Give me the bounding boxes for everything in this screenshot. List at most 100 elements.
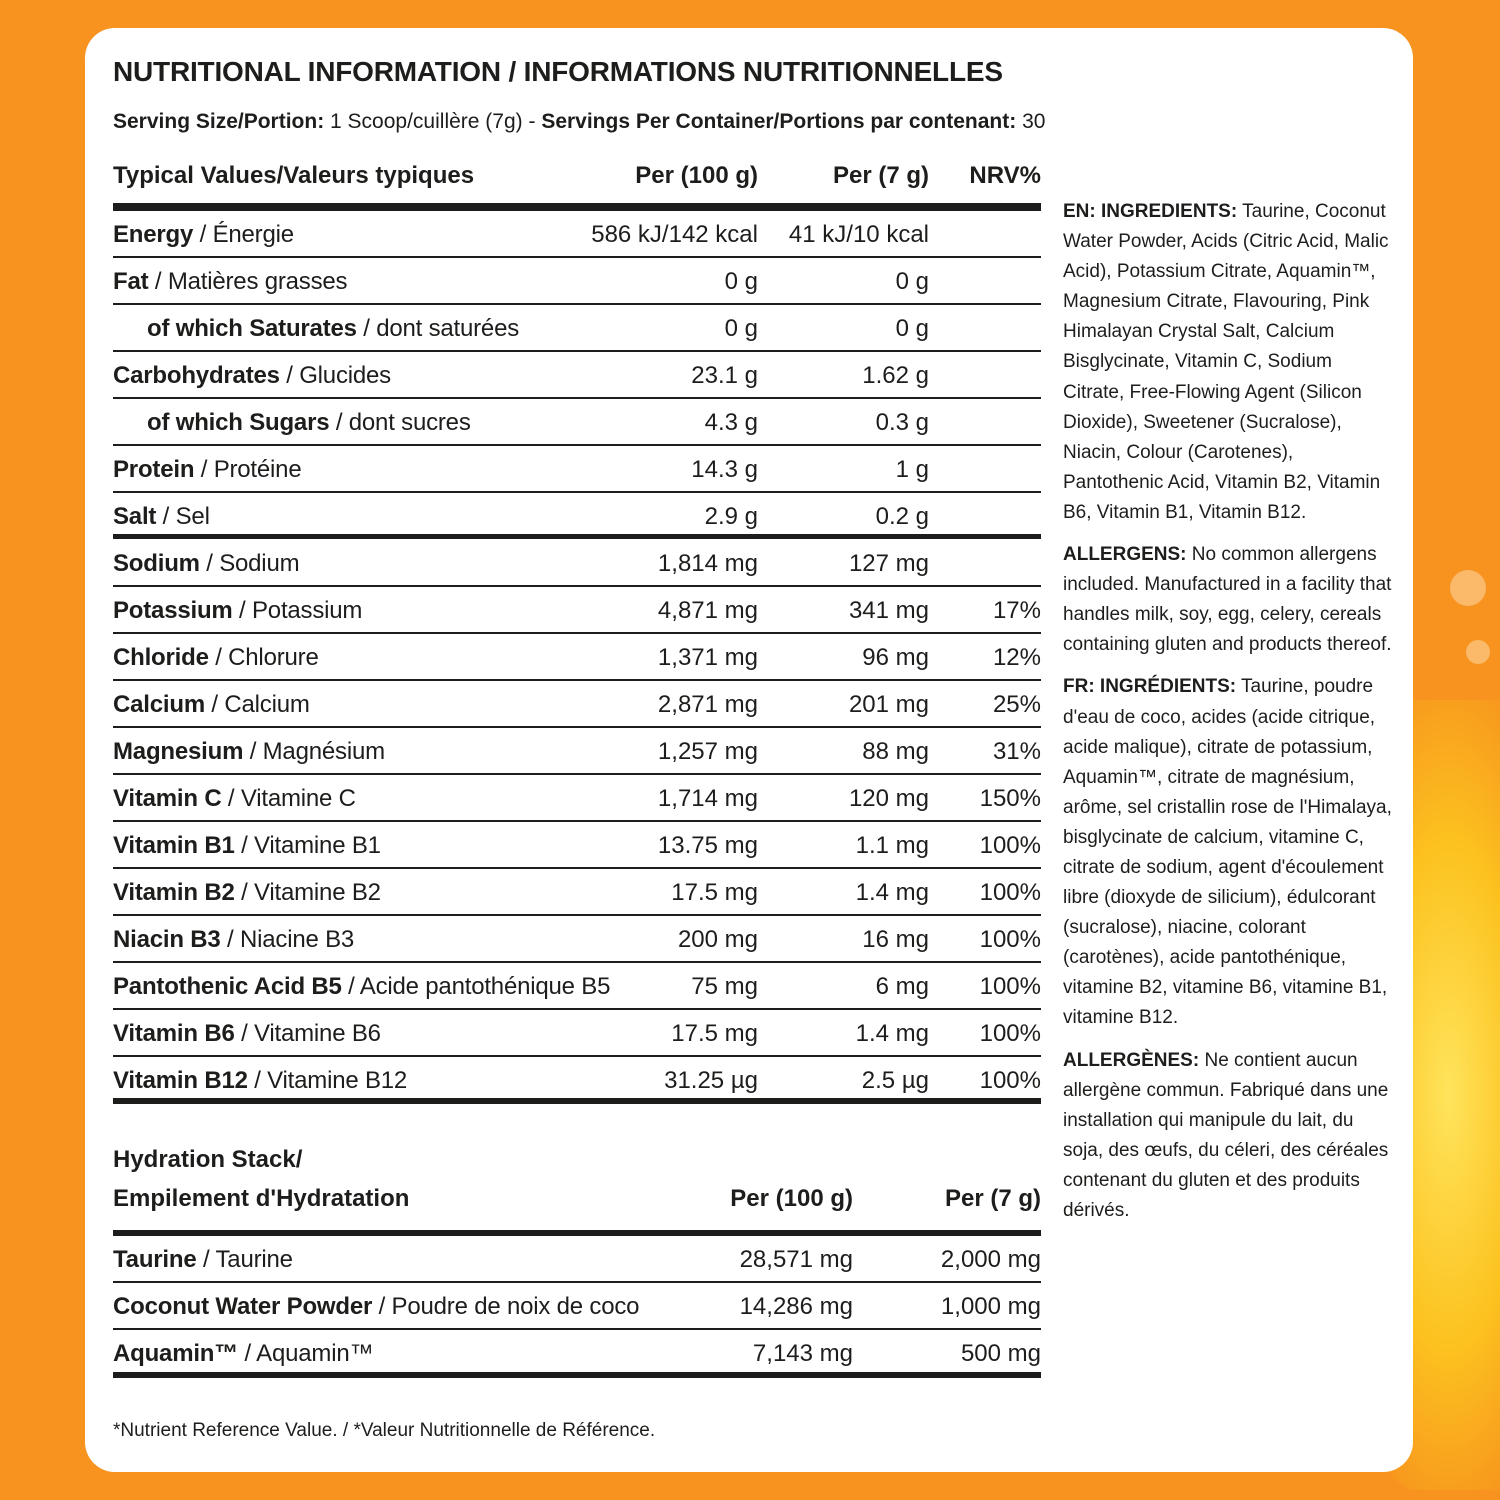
nutrient-name-en: Chloride — [113, 644, 209, 671]
value-per-100g: 23.1 g — [691, 362, 758, 389]
value-nrv: 100% — [979, 1067, 1041, 1094]
nutrient-label: Vitamin B6 / Vitamine B6 — [113, 1020, 381, 1048]
value-per-7g: 88 mg — [862, 738, 929, 765]
footnote: *Nutrient Reference Value. / *Valeur Nut… — [113, 1420, 656, 1441]
nutrient-name-fr: Vitamine B6 — [254, 1020, 381, 1047]
value-per-7g: 2.5 µg — [861, 1067, 929, 1094]
nutrient-name-fr: Aquamin™ — [256, 1340, 374, 1367]
label-separator: / — [196, 1246, 216, 1273]
header-per-100g: Per (100 g) — [635, 162, 758, 189]
nutrient-name-en: Protein — [113, 456, 195, 483]
table-row: of which Saturates / dont saturées 0 g 0 g — [113, 305, 1041, 352]
value-per-100g: 2,871 mg — [657, 691, 758, 718]
nutrient-label: Vitamin B1 / Vitamine B1 — [113, 832, 381, 860]
nutrient-label: Vitamin B12 / Vitamine B12 — [113, 1067, 407, 1095]
nutrient-name-fr: Vitamine B12 — [267, 1067, 408, 1094]
ingredients-en: EN: INGREDIENTS: Taurine, Coconut Water … — [1063, 197, 1398, 528]
table-row: Magnesium / Magnésium 1,257 mg 88 mg 31% — [113, 728, 1041, 775]
nutrient-name-fr: Vitamine C — [240, 785, 356, 812]
nutrient-label: Coconut Water Powder / Poudre de noix de… — [113, 1293, 640, 1321]
value-nrv: 100% — [979, 926, 1041, 953]
table-row: Vitamin C / Vitamine C 1,714 mg 120 mg 150% — [113, 775, 1041, 822]
label-separator: / — [341, 973, 360, 1000]
value-per-7g: 1.4 mg — [855, 1020, 929, 1047]
table-row: of which Sugars / dont sucres 4.3 g 0.3 g — [113, 399, 1041, 446]
serving-size-label: Serving Size/Portion: — [113, 110, 325, 133]
allergens-en: ALLERGENS: No common allergens included.… — [1063, 540, 1398, 660]
value-nrv: 31% — [992, 738, 1041, 765]
nutrient-name-fr: Magnésium — [262, 738, 385, 765]
value-per-7g: 201 mg — [848, 691, 929, 718]
juice-droplet — [1450, 570, 1486, 606]
nutrient-name-en: Vitamin B12 — [113, 1067, 248, 1094]
value-nrv: 100% — [979, 879, 1041, 906]
nutrient-name-en: Carbohydrates — [113, 362, 280, 389]
servings-per-container-value: 30 — [1016, 110, 1046, 133]
nutrient-name-en: Pantothenic Acid B5 — [113, 973, 342, 1000]
value-per-7g: 41 kJ/10 kcal — [788, 221, 929, 248]
value-nrv: 17% — [992, 597, 1041, 624]
ingredients-en-label: EN: INGREDIENTS: — [1063, 201, 1238, 222]
allergens-en-text: No common allergens included. Manufactur… — [1063, 544, 1392, 656]
nutrient-name-en: Coconut Water Powder — [113, 1293, 373, 1320]
nutrient-name-fr: Matières grasses — [167, 268, 348, 295]
nutrient-name-en: Vitamin B1 — [113, 832, 235, 859]
label-separator: / — [329, 409, 349, 436]
nutrient-name-en: Vitamin B2 — [113, 879, 235, 906]
value-per-100g: 17.5 mg — [671, 879, 758, 906]
page-title: NUTRITIONAL INFORMATION / INFORMATIONS N… — [113, 56, 1003, 87]
value-nrv: 12% — [992, 644, 1041, 671]
table-row: Vitamin B1 / Vitamine B1 13.75 mg 1.1 mg 10… — [113, 822, 1041, 869]
table-row: Aquamin™ / Aquamin™ 7,143 mg 500 mg — [113, 1330, 1041, 1377]
value-per-100g: 200 mg — [677, 926, 758, 953]
ingredients-panel: EN: INGREDIENTS: Taurine, Coconut Water … — [1063, 197, 1398, 1238]
table-row: Potassium / Potassium 4,871 mg 341 mg 17% — [113, 587, 1041, 634]
nutrient-name-fr: Taurine — [215, 1246, 294, 1273]
nutrient-name-en: Magnesium — [113, 738, 244, 765]
nutrient-label: Pantothenic Acid B5 / Acide pantothéniqu… — [113, 973, 610, 1001]
nutrient-name-fr: Poudre de noix de coco — [391, 1293, 640, 1320]
label-separator: / — [372, 1293, 392, 1320]
nutrient-name-fr: Glucides — [299, 362, 391, 389]
table-row: Sodium / Sodium 1,814 mg 127 mg — [113, 540, 1041, 587]
value-per-7g: 1,000 mg — [940, 1293, 1041, 1320]
divider-thick — [113, 534, 1041, 539]
table-row: Coconut Water Powder / Poudre de noix de… — [113, 1283, 1041, 1330]
hydration-title-line1: Hydration Stack/ — [113, 1146, 303, 1173]
allergens-fr: ALLERGÈNES: Ne contient aucun allergène … — [1063, 1046, 1398, 1227]
nutrient-name-en: Niacin B3 — [113, 926, 221, 953]
nutrient-name-en: Taurine — [113, 1246, 197, 1273]
value-per-100g: 0 g — [724, 268, 758, 295]
nutrient-name-en: Energy — [113, 221, 194, 248]
nutrient-name-en: Calcium — [113, 691, 205, 718]
nutrient-label: Fat / Matières grasses — [113, 268, 348, 296]
value-per-7g: 120 mg — [848, 785, 929, 812]
ingredients-en-text: Taurine, Coconut Water Powder, Acids (Ci… — [1063, 201, 1389, 523]
table-row: Calcium / Calcium 2,871 mg 201 mg 25% — [113, 681, 1041, 728]
label-separator: / — [356, 315, 377, 342]
nutrition-table: Typical Values/Valeurs typiques Per (100… — [113, 0, 1041, 1110]
allergens-fr-label: ALLERGÈNES: — [1063, 1049, 1200, 1071]
value-nrv: 100% — [979, 1020, 1041, 1047]
label-separator: / — [234, 879, 255, 906]
value-per-100g: 1,371 mg — [657, 644, 758, 671]
nutrient-label: Calcium / Calcium — [113, 691, 310, 719]
value-per-100g: 13.75 mg — [657, 832, 758, 859]
table-row: Energy / Énergie 586 kJ/142 kcal 41 kJ/10 … — [113, 211, 1041, 258]
label-separator: / — [199, 550, 220, 577]
nutrient-label: Vitamin B2 / Vitamine B2 — [113, 879, 381, 907]
hydration-title-line2: Empilement d'Hydratation — [113, 1185, 410, 1212]
serving-size-value: 1 Scoop/cuillère (7g) - — [324, 110, 542, 133]
nutrient-name-en: Fat — [113, 268, 149, 295]
nutrient-name-fr: Protéine — [213, 456, 302, 483]
nutrient-label: Niacin B3 / Niacine B3 — [113, 926, 354, 954]
nutrient-label: Protein / Protéine — [113, 456, 302, 484]
value-per-100g: 1,257 mg — [657, 738, 758, 765]
nutrient-name-en: Vitamin C — [113, 785, 222, 812]
value-per-100g: 4.3 g — [704, 409, 758, 436]
nutrient-name-en: Vitamin B6 — [113, 1020, 235, 1047]
value-nrv: 25% — [992, 691, 1041, 718]
value-per-7g: 500 mg — [960, 1340, 1041, 1367]
divider-thick — [113, 1098, 1041, 1104]
serving-info: Serving Size/Portion: 1 Scoop/cuillère (… — [113, 110, 1045, 134]
